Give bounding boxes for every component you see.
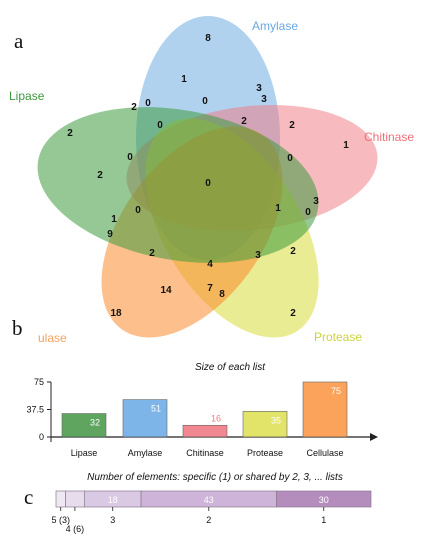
chart1-y-tick-label: 0	[39, 432, 44, 442]
chart1-category-label: Protease	[247, 448, 283, 458]
venn-region-value: 7	[207, 283, 213, 294]
chart1-y-tick-label: 37.5	[26, 405, 44, 415]
chart1-bar	[122, 399, 168, 438]
panel-letter-b: b	[12, 316, 23, 340]
venn-region-value: 2	[67, 128, 73, 139]
venn-region-value: 0	[145, 98, 151, 109]
set-label-chitinase: Chitinase	[364, 130, 414, 144]
chart2-title: Number of elements: specific (1) or shar…	[87, 472, 343, 483]
chart1-bar-value: 16	[211, 413, 221, 423]
chart1-category-label: Lipase	[71, 448, 98, 458]
venn-region-value: 2	[290, 308, 296, 319]
venn-region-value: 0	[287, 153, 293, 164]
chart1-category-label: Amylase	[128, 448, 163, 458]
panel-letter-c: c	[24, 485, 33, 509]
venn-region-value: 0	[205, 178, 211, 189]
venn-diagram: Amylase Chitinase Protease ulase Lipase …	[9, 16, 414, 345]
venn-region-value: 8	[205, 33, 211, 44]
venn-region-value: 0	[127, 152, 133, 163]
chart1-bar	[182, 424, 228, 438]
venn-region-value: 1	[275, 203, 281, 214]
venn-region-value: 2	[131, 102, 137, 113]
chart1-category-label: Cellulase	[306, 448, 343, 458]
venn-region-value: 9	[107, 229, 113, 240]
venn-region-value: 1	[181, 74, 187, 85]
shared-elements-bar: Number of elements: specific (1) or shar…	[51, 472, 372, 534]
set-label-protease: Protease	[314, 330, 362, 344]
venn-region-value: 1	[111, 214, 117, 225]
chart1-bars: 32 Lipase 51 Amylase 16 Chitinase 35 Protease 75…	[61, 381, 348, 458]
chart2-category-label: 3	[110, 515, 115, 525]
chart2-segments: 18 43 30 5 (3)4 (6) 3 2 1	[51, 490, 372, 534]
chart1-title: Size of each list	[195, 362, 266, 373]
venn-region-value: 18	[110, 308, 122, 319]
chart1-y-ticks: 0 37.5 75	[26, 377, 51, 442]
chart1-bar-value: 32	[90, 418, 100, 428]
venn-region-value: 2	[289, 120, 295, 131]
chart2-segment	[65, 490, 85, 508]
venn-region-value: 3	[313, 196, 319, 207]
chart2-segment-value: 43	[204, 495, 214, 505]
chart1-category-label: Chitinase	[186, 448, 224, 458]
size-bar-chart: Size of each list 0 37.5 75 32 Lipase 51 Amyl…	[26, 362, 378, 458]
chart1-x-axis-arrow	[370, 433, 378, 441]
chart1-bar-value: 75	[331, 386, 341, 396]
venn-region-value: 0	[305, 207, 311, 218]
venn-region-value: 0	[202, 96, 208, 107]
venn-region-value: 2	[149, 248, 155, 259]
venn-region-value: 2	[290, 246, 296, 257]
venn-region-value: 14	[160, 285, 172, 296]
set-label-cellulase: ulase	[38, 331, 67, 345]
venn-region-value: 0	[135, 205, 141, 216]
venn-region-value: 4	[207, 259, 213, 270]
chart1-bar	[242, 411, 288, 438]
chart2-category-label: 1	[321, 515, 326, 525]
set-label-amylase: Amylase	[252, 19, 298, 33]
venn-set-lipase	[37, 107, 319, 263]
chart2-segment	[55, 490, 66, 508]
chart2-category-label: 5 (3)	[51, 515, 70, 525]
venn-region-value: 0	[157, 120, 163, 131]
chart1-bar	[61, 413, 107, 438]
venn-region-value: 1	[343, 140, 349, 151]
chart1-bar-value: 35	[271, 415, 281, 425]
set-label-lipase: Lipase	[9, 89, 45, 103]
venn-region-value: 2	[97, 170, 103, 181]
chart1-bar-value: 51	[151, 404, 161, 414]
chart2-segment-value: 18	[108, 495, 118, 505]
chart2-segment-value: 30	[319, 495, 329, 505]
chart1-bar	[302, 381, 348, 438]
venn-region-value: 3	[255, 250, 261, 261]
chart1-y-tick-label: 75	[34, 377, 44, 387]
venn-region-value: 3	[261, 94, 267, 105]
panel-letter-a: a	[14, 29, 24, 53]
venn-region-value: 3	[256, 83, 262, 94]
venn-region-value: 2	[241, 116, 247, 127]
chart2-category-label: 2	[206, 515, 211, 525]
venn-region-value: 8	[219, 289, 225, 300]
chart2-category-label: 4 (6)	[66, 524, 85, 534]
